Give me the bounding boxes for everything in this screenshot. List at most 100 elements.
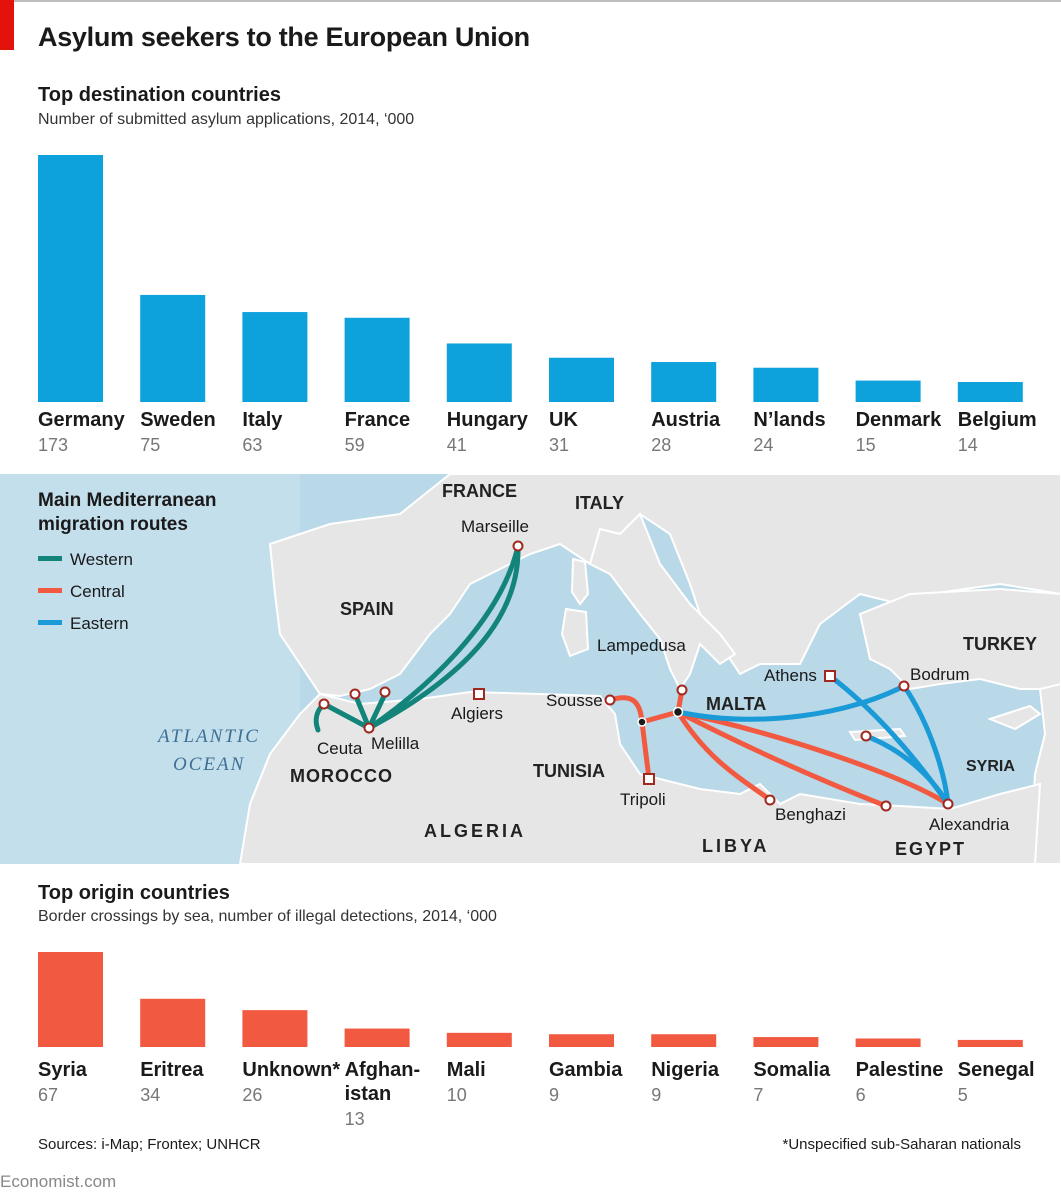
western-route-marseille-a xyxy=(366,543,521,731)
eastern-route-bodrum-alex xyxy=(901,683,951,807)
chart-title: Asylum seekers to the European Union xyxy=(38,22,530,52)
label-turkey: TURKEY xyxy=(963,634,1037,654)
node-athens xyxy=(824,670,836,682)
value-label-1: 34 xyxy=(140,1085,160,1105)
eastern-route-bodrum xyxy=(675,683,907,722)
category-label-3: France xyxy=(345,409,411,431)
top-rule xyxy=(0,0,1061,2)
label-tunisia: TUNISIA xyxy=(533,761,605,781)
bar-origin-4 xyxy=(446,1032,512,1047)
western-route-link xyxy=(321,701,372,731)
node-egypt-coast xyxy=(880,800,892,812)
bar-destination-4 xyxy=(446,343,512,402)
value-label-3: 13 xyxy=(345,1109,365,1129)
label-sousse: Sousse xyxy=(546,691,603,710)
legend-title-line-1: Main Mediterranean xyxy=(38,490,216,511)
category-label-6: Nigeria xyxy=(651,1059,720,1081)
node-alexandria xyxy=(942,798,954,810)
bar-origin-0 xyxy=(38,952,103,1047)
label-algeria: ALGERIA xyxy=(424,821,526,841)
label-spain: SPAIN xyxy=(340,599,394,619)
legend-swatch-central xyxy=(38,588,62,593)
category-label-8: Palestine xyxy=(856,1059,944,1081)
central-route-tripoli xyxy=(639,719,652,782)
label-syria: SYRIA xyxy=(966,758,1015,775)
node-junction xyxy=(637,717,647,727)
value-label-2: 26 xyxy=(242,1085,262,1105)
category-label-1: Eritrea xyxy=(140,1059,204,1081)
label-libya: LIBYA xyxy=(702,836,769,856)
node-ceuta xyxy=(318,698,330,710)
value-label-7: 7 xyxy=(753,1085,763,1105)
label-alexandria: Alexandria xyxy=(929,815,1010,834)
category-label-8: Denmark xyxy=(856,409,942,431)
bar-origin-8 xyxy=(855,1038,921,1047)
node-malta xyxy=(672,706,684,718)
value-label-4: 41 xyxy=(447,435,467,455)
value-label-8: 6 xyxy=(856,1085,866,1105)
brand-footer: Economist.com xyxy=(0,1172,117,1191)
bar-origin-3 xyxy=(344,1028,410,1047)
value-label-4: 10 xyxy=(447,1085,467,1105)
italy-land xyxy=(588,512,737,691)
category-label-9: Senegal xyxy=(958,1059,1035,1081)
node-tripoli xyxy=(643,773,655,785)
label-benghazi: Benghazi xyxy=(775,805,846,824)
europe-land xyxy=(268,474,1061,698)
legend-swatch-western xyxy=(38,556,62,561)
bar-origin-2 xyxy=(242,1010,308,1047)
bar-origin-5 xyxy=(549,1034,614,1047)
bar-destination-3 xyxy=(344,317,410,402)
label-lampedusa: Lampedusa xyxy=(597,636,686,655)
origin-title: Top origin countries xyxy=(38,882,230,904)
label-ceuta: Ceuta xyxy=(317,739,363,758)
bar-origin-7 xyxy=(753,1037,819,1047)
value-label-8: 15 xyxy=(856,435,876,455)
value-label-5: 31 xyxy=(549,435,569,455)
bar-origin-6 xyxy=(651,1034,717,1047)
node-spain-2 xyxy=(379,686,391,698)
category-label-9: Belgium xyxy=(958,409,1037,431)
eastern-routes xyxy=(675,673,951,807)
value-label-0: 67 xyxy=(38,1085,58,1105)
footnote: *Unspecified sub-Saharan nationals xyxy=(782,1136,1021,1153)
value-label-9: 14 xyxy=(958,435,978,455)
label-malta: MALTA xyxy=(706,694,766,714)
label-athens: Athens xyxy=(764,666,817,685)
bar-destination-6 xyxy=(651,362,717,402)
label-atlantic: ATLANTIC xyxy=(156,726,260,747)
eastern-route-crete xyxy=(863,733,951,807)
legend-eastern: Eastern xyxy=(70,614,129,633)
western-route-marseille-b xyxy=(366,543,521,731)
bar-origin-1 xyxy=(140,998,206,1047)
label-marseille: Marseille xyxy=(461,517,529,536)
label-tripoli: Tripoli xyxy=(620,790,666,809)
bar-destination-0 xyxy=(38,155,103,402)
label-bodrum: Bodrum xyxy=(910,665,970,684)
legend-title-line-2: migration routes xyxy=(38,514,188,535)
destination-subtitle: Number of submitted asylum applications,… xyxy=(38,111,415,128)
label-algiers: Algiers xyxy=(451,704,503,723)
value-label-3: 59 xyxy=(345,435,365,455)
value-label-5: 9 xyxy=(549,1085,559,1105)
value-label-6: 28 xyxy=(651,435,671,455)
node-algiers xyxy=(473,688,485,700)
category-label-5: Gambia xyxy=(549,1059,623,1081)
category-label-4: Mali xyxy=(447,1059,486,1081)
cyprus xyxy=(987,704,1042,731)
node-lampedusa xyxy=(676,684,688,696)
bar-destination-8 xyxy=(855,380,921,402)
destination-bar-chart: Germany 173 Sweden 75 Italy 63 France 59 Hungary… xyxy=(38,155,1037,455)
node-melilla xyxy=(363,722,375,734)
destination-title: Top destination countries xyxy=(38,84,281,106)
map-legend: Main Mediterranean migration routes West… xyxy=(38,490,216,633)
value-label-9: 5 xyxy=(958,1085,968,1105)
sources-note: Sources: i-Map; Frontex; UNHCR xyxy=(38,1136,261,1153)
origin-subtitle: Border crossings by sea, number of illeg… xyxy=(38,908,497,925)
category-label-3: Afghan-istan xyxy=(345,1059,421,1105)
label-morocco: MOROCCO xyxy=(290,766,393,786)
bar-destination-9 xyxy=(957,382,1023,402)
legend-swatch-eastern xyxy=(38,620,62,625)
category-label-2: Italy xyxy=(242,409,283,431)
category-label-5: UK xyxy=(549,409,578,431)
